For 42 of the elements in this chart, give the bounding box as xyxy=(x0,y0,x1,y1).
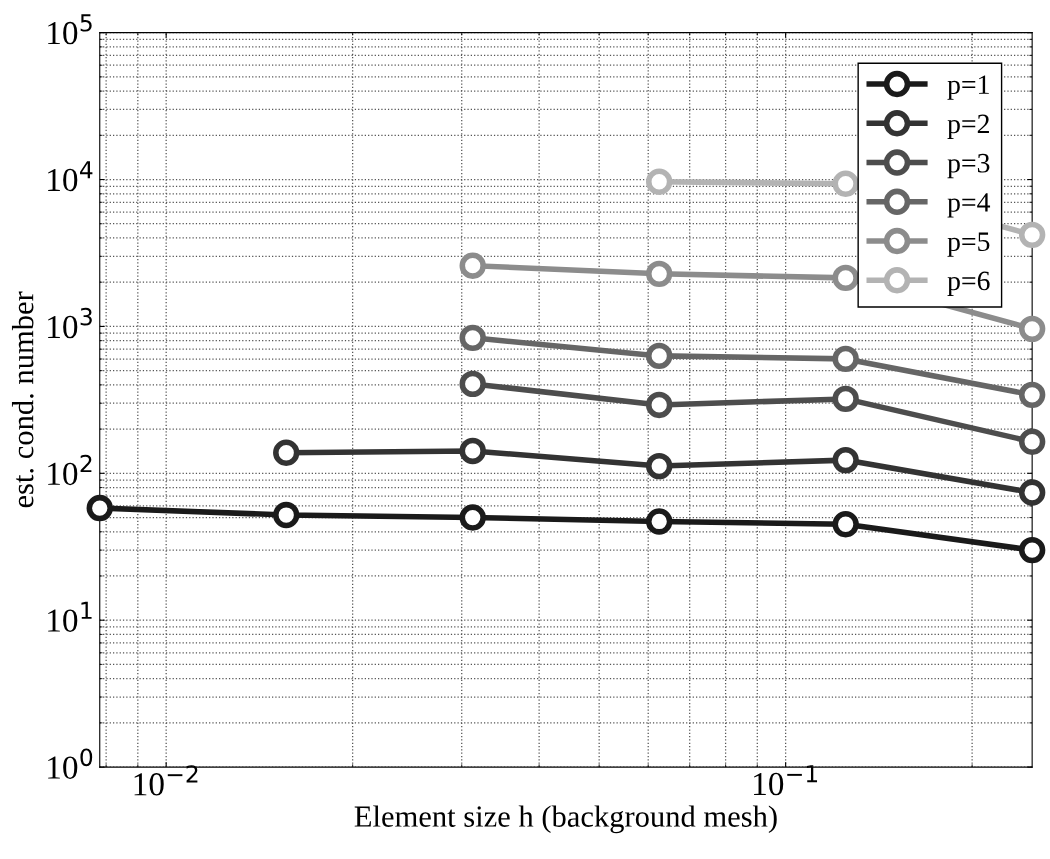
point xyxy=(1018,479,1046,506)
point xyxy=(459,252,486,279)
legend-label: p=4 xyxy=(947,193,991,218)
point xyxy=(832,385,859,413)
x-tick-label: 10$^{−2}$ xyxy=(134,765,198,796)
legend-label: p=5 xyxy=(947,232,990,257)
x-axis-title: Element size h (background mesh) xyxy=(354,805,777,834)
point xyxy=(645,452,673,480)
point xyxy=(645,260,673,288)
point xyxy=(459,437,486,465)
point xyxy=(1018,381,1046,409)
y-tick-label: 10$^{4}$ xyxy=(48,161,93,192)
point xyxy=(1018,315,1046,343)
point xyxy=(645,508,673,535)
point xyxy=(1018,536,1046,564)
point xyxy=(645,391,673,419)
point xyxy=(832,345,859,373)
y-tick-label: 10$^{5}$ xyxy=(48,14,92,45)
legend-label: p=1 xyxy=(947,75,989,100)
point xyxy=(645,342,673,370)
point xyxy=(832,264,859,292)
y-tick-label: 10$^{2}$ xyxy=(48,454,92,486)
y-axis-title: est. cond. number xyxy=(11,291,34,508)
legend-label: p=6 xyxy=(947,271,990,296)
point xyxy=(86,494,113,522)
y-tick-label: 10$^{3}$ xyxy=(48,307,92,339)
point xyxy=(1018,221,1046,249)
point xyxy=(459,504,486,531)
legend-label: p=2 xyxy=(947,114,989,139)
point xyxy=(832,446,859,474)
legend-label: p=3 xyxy=(947,153,990,179)
x-tick-label: 10$^{−1}$ xyxy=(754,765,818,796)
point xyxy=(459,370,486,398)
point xyxy=(273,439,300,466)
y-tick-label: 10$^{1}$ xyxy=(48,601,92,632)
point xyxy=(459,324,486,352)
point xyxy=(645,168,673,195)
point xyxy=(832,170,859,197)
y-tick-label: 10$^{0}$ xyxy=(48,748,93,779)
point xyxy=(832,511,859,538)
point xyxy=(273,501,300,529)
point xyxy=(1018,428,1046,455)
